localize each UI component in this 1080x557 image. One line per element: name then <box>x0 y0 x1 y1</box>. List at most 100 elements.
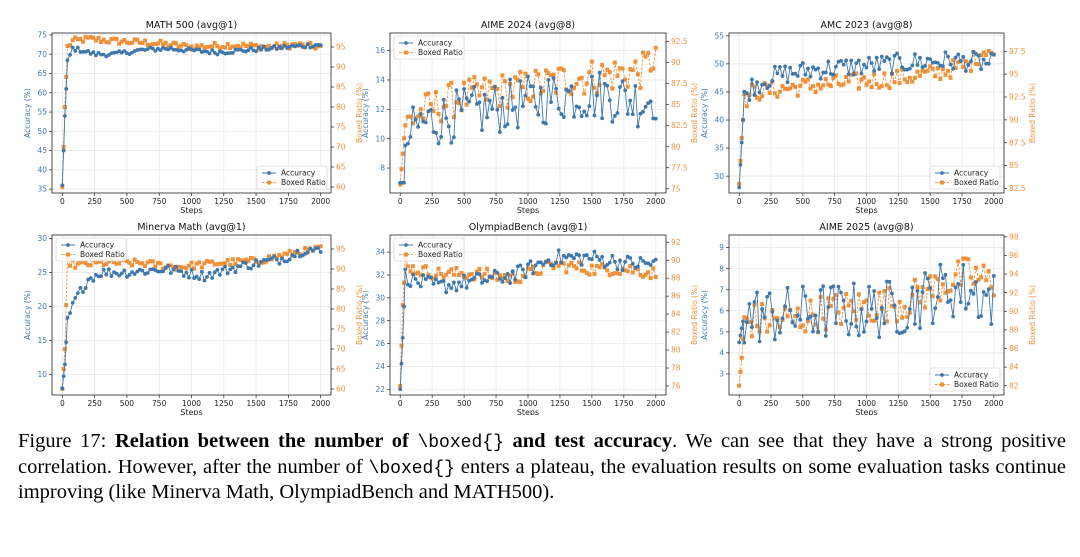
y-tick-label: 25 <box>37 268 47 277</box>
x-tick-label: 500 <box>120 197 135 206</box>
y2-axis-label: Boxed Ratio (%) <box>1028 83 1037 143</box>
boxed-ratio-point <box>295 250 300 255</box>
accuracy-point <box>648 99 653 104</box>
accuracy-point <box>316 246 320 250</box>
boxed-ratio-point <box>127 260 132 265</box>
boxed-ratio-point <box>933 74 938 79</box>
boxed-ratio-point <box>948 75 953 80</box>
accuracy-point <box>961 263 966 267</box>
boxed-ratio-point <box>646 51 651 56</box>
boxed-ratio-point <box>451 115 456 120</box>
boxed-ratio-point <box>168 263 173 268</box>
y2-tick-label: 90 <box>671 256 681 265</box>
accuracy-point <box>867 55 871 60</box>
boxed-ratio-point <box>124 40 129 45</box>
accuracy-point <box>943 272 948 277</box>
accuracy-point <box>220 267 225 272</box>
y2-tick-label: 92 <box>671 238 681 247</box>
accuracy-point <box>935 295 940 299</box>
boxed-ratio-point <box>897 299 902 304</box>
accuracy-point <box>423 120 428 125</box>
boxed-ratio-point <box>441 275 446 280</box>
boxed-ratio-point <box>633 59 638 64</box>
accuracy-point <box>454 88 459 93</box>
boxed-ratio-point <box>477 266 482 271</box>
accuracy-point <box>869 306 874 311</box>
boxed-ratio-point <box>469 272 474 277</box>
boxed-ratio-point <box>628 264 633 269</box>
y-tick-label: 60 <box>37 88 47 97</box>
boxed-ratio-point <box>93 38 98 43</box>
y-axis-label: Accuracy (%) <box>23 88 32 138</box>
accuracy-point <box>308 246 313 251</box>
boxed-ratio-point <box>902 77 907 82</box>
accuracy-point <box>490 275 495 279</box>
accuracy-point <box>400 335 405 340</box>
y-axis-label: Accuracy (%) <box>700 88 709 138</box>
boxed-ratio-point <box>559 66 564 71</box>
boxed-ratio-point <box>653 45 658 50</box>
accuracy-point <box>630 112 635 117</box>
boxed-ratio-point <box>641 50 645 55</box>
boxed-ratio-point <box>783 306 788 311</box>
accuracy-point <box>836 284 841 289</box>
boxed-ratio-point <box>510 95 515 100</box>
boxed-ratio-point <box>821 83 826 88</box>
accuracy-point <box>592 249 597 254</box>
accuracy-point <box>981 57 986 62</box>
accuracy-point <box>744 320 749 325</box>
accuracy-point <box>928 57 933 62</box>
accuracy-point <box>620 79 625 84</box>
chart-panel-2: AIME 2024 (avg@8) 0 250 500 750 1000 1250 1500 1… <box>361 20 699 215</box>
accuracy-point <box>877 67 882 72</box>
accuracy-point <box>912 52 917 57</box>
y-tick-label: 20 <box>37 302 47 311</box>
boxed-ratio-point <box>912 75 917 80</box>
boxed-ratio-point <box>772 316 777 321</box>
accuracy-point <box>194 274 199 279</box>
accuracy-point <box>70 45 75 50</box>
y-tick-label: 32 <box>375 271 385 280</box>
accuracy-point <box>449 286 454 291</box>
boxed-ratio-point <box>145 260 150 265</box>
accuracy-point <box>431 281 436 286</box>
accuracy-point <box>618 258 622 263</box>
x-tick-label: 750 <box>489 399 504 408</box>
boxed-ratio-point <box>251 43 256 48</box>
y2-tick-label: 80 <box>671 142 681 151</box>
accuracy-point <box>846 72 851 77</box>
accuracy-point <box>520 104 525 109</box>
accuracy-point <box>615 111 620 115</box>
boxed-ratio-point <box>831 76 836 81</box>
accuracy-point <box>951 66 955 71</box>
boxed-ratio-point <box>492 270 497 275</box>
accuracy-point <box>462 87 467 91</box>
accuracy-point <box>513 105 518 110</box>
boxed-ratio-point <box>487 79 492 84</box>
accuracy-point <box>778 330 782 335</box>
accuracy-point <box>269 45 274 50</box>
boxed-ratio-point <box>457 101 461 106</box>
boxed-ratio-point <box>879 84 884 89</box>
boxed-ratio-point <box>179 43 184 48</box>
boxed-ratio-point <box>518 280 523 285</box>
boxed-ratio-point <box>569 92 574 97</box>
accuracy-point <box>892 53 897 58</box>
accuracy-point <box>75 291 80 296</box>
boxed-ratio-point <box>439 271 444 276</box>
accuracy-point <box>795 313 800 318</box>
y2-tick-label: 60 <box>336 183 346 192</box>
boxed-ratio-point <box>584 81 589 86</box>
series-accuracy <box>60 246 323 391</box>
y2-tick-label: 90 <box>1009 307 1019 316</box>
x-tick-label: 500 <box>120 399 135 408</box>
boxed-ratio-point <box>808 298 813 303</box>
y2-tick-label: 94 <box>1009 270 1019 279</box>
boxed-ratio-point <box>472 75 477 80</box>
x-tick-label: 250 <box>764 399 779 408</box>
accuracy-point <box>790 320 795 325</box>
y-tick-label: 35 <box>37 185 47 194</box>
accuracy-point <box>630 261 635 266</box>
boxed-ratio-point <box>192 266 197 271</box>
boxed-ratio-point <box>215 262 220 267</box>
